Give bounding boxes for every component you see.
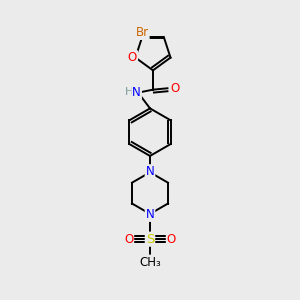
- Text: O: O: [128, 51, 137, 64]
- Text: O: O: [170, 82, 180, 95]
- Text: N: N: [132, 85, 141, 98]
- Text: S: S: [146, 233, 154, 246]
- Text: N: N: [146, 208, 154, 221]
- Text: CH₃: CH₃: [139, 256, 161, 268]
- Text: H: H: [125, 87, 134, 97]
- Text: N: N: [146, 165, 154, 178]
- Text: Br: Br: [136, 26, 149, 39]
- Text: O: O: [167, 233, 176, 246]
- Text: O: O: [124, 233, 133, 246]
